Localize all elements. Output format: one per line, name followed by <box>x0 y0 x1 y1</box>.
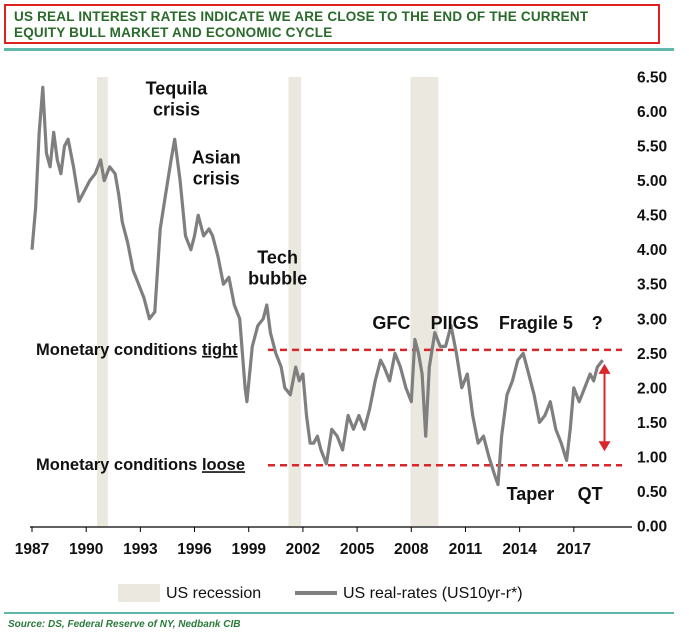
source-note: Source: DS, Federal Reserve of NY, Nedba… <box>8 619 241 630</box>
threshold-label-tight: Monetary conditions tight <box>36 341 238 359</box>
y-tick-label-5.50: 5.50 <box>637 139 667 156</box>
x-tick-label-1999: 1999 <box>231 541 266 558</box>
recession-band-1 <box>288 77 302 526</box>
x-tick-label-1996: 1996 <box>177 541 212 558</box>
axes: 1987 1990 1993 1996 1999 2002 2005 2008 2011 2014… <box>15 70 667 559</box>
x-tick-label-2002: 2002 <box>286 541 320 558</box>
y-tick-label-3.50: 3.50 <box>637 277 667 294</box>
top-accent-rule <box>4 48 674 51</box>
annotation-taper: Taper <box>507 484 555 504</box>
y-tick-label-1.50: 1.50 <box>637 415 667 432</box>
threshold-lines: Monetary conditions tight Monetary condit… <box>36 341 622 474</box>
y-tick-label-0.00: 0.00 <box>637 519 667 536</box>
x-tick-label-2017: 2017 <box>557 541 591 558</box>
annotation-gfc: GFC <box>372 313 410 333</box>
x-tick-label-2014: 2014 <box>502 541 537 558</box>
x-tick-label-1987: 1987 <box>15 541 49 558</box>
y-tick-label-6.50: 6.50 <box>637 70 667 87</box>
x-tick-label-1993: 1993 <box>123 541 158 558</box>
annotation-asian-crisis: Asian crisis <box>192 147 241 188</box>
legend-swatch-recession <box>118 584 160 602</box>
range-arrow-head-up <box>598 363 611 374</box>
annotation-tech-bubble: Tech bubble <box>248 248 307 289</box>
recession-band-2 <box>410 77 439 526</box>
chart-title-line-2: EQUITY BULL MARKET AND ECONOMIC CYCLE <box>14 25 333 40</box>
threshold-label-loose: Monetary conditions loose <box>36 456 245 474</box>
y-tick-label-3.00: 3.00 <box>637 311 667 328</box>
y-tick-label-2.00: 2.00 <box>637 380 667 397</box>
chart-title-line-1: US REAL INTEREST RATES INDICATE WE ARE C… <box>14 9 589 24</box>
annotation-tequila-crisis: Tequila crisis <box>146 78 209 119</box>
recession-bands <box>97 77 439 526</box>
y-tick-label-6.00: 6.00 <box>637 104 667 121</box>
range-arrow-head-down <box>598 441 611 452</box>
annotations: Tequila crisis Asian crisis Tech bubble GFC PII… <box>146 78 603 503</box>
y-tick-label-1.00: 1.00 <box>637 449 667 466</box>
annotation-fragile-5: Fragile 5 <box>499 313 573 333</box>
y-tick-label-0.50: 0.50 <box>637 484 667 501</box>
annotation-qt: QT <box>578 484 603 504</box>
x-tick-label-2011: 2011 <box>449 541 483 558</box>
chart-title-box: US REAL INTEREST RATES INDICATE WE ARE C… <box>4 4 660 44</box>
bottom-accent-rule <box>4 612 674 614</box>
annotation--: ? <box>592 313 603 333</box>
y-tick-label-2.50: 2.50 <box>637 346 667 363</box>
legend: US recession US real-rates (US10yr-r*) <box>118 584 523 602</box>
x-tick-label-2008: 2008 <box>394 541 429 558</box>
series-lines <box>30 85 604 487</box>
recession-band-0 <box>97 77 108 526</box>
y-tick-label-5.00: 5.00 <box>637 173 667 190</box>
y-tick-label-4.50: 4.50 <box>637 208 667 225</box>
series-line-us-real-rates <box>30 85 604 487</box>
annotation-piigs: PIIGS <box>431 313 479 333</box>
y-tick-label-4.00: 4.00 <box>637 242 667 259</box>
x-tick-label-2005: 2005 <box>340 541 375 558</box>
x-tick-label-1990: 1990 <box>69 541 103 558</box>
legend-label-real-rates: US real-rates (US10yr-r*) <box>343 585 523 602</box>
legend-label-recession: US recession <box>166 585 261 602</box>
